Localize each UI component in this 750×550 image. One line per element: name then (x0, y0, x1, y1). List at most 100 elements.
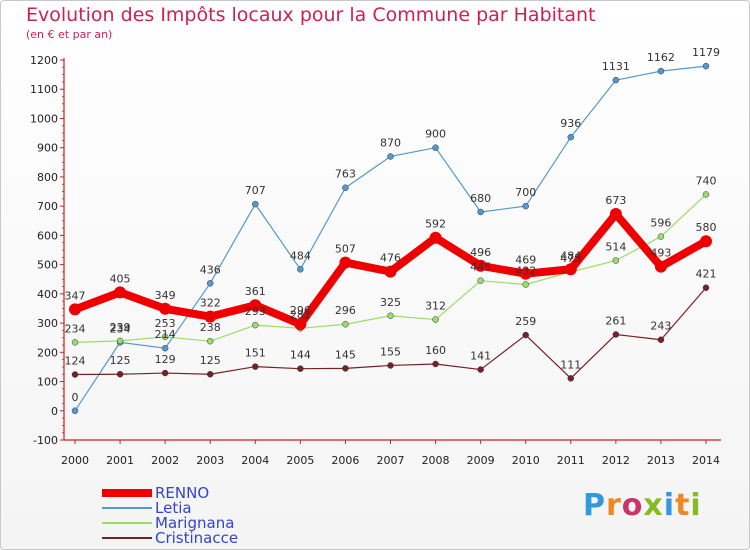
y-tick-label: 200 (37, 346, 58, 359)
data-point-renno (339, 256, 352, 269)
data-label-letia: 214 (155, 328, 176, 341)
data-point-renno (159, 302, 172, 315)
data-label-marignana: 325 (380, 296, 401, 309)
y-tick-label: 800 (37, 171, 58, 184)
data-label-renno: 507 (335, 243, 356, 256)
data-label-cristinacce: 141 (470, 350, 491, 363)
logo-letter: i (690, 488, 702, 523)
legend-label-renno: RENNO (155, 484, 209, 502)
data-label-letia: 763 (335, 168, 356, 181)
data-point-marignana (71, 339, 79, 346)
legend-label-letia: Letia (155, 499, 192, 517)
data-point-letia (297, 266, 304, 273)
data-point-cristinacce (612, 331, 620, 338)
data-point-letia (432, 144, 439, 151)
data-point-letia (657, 67, 665, 75)
x-tick-label: 2014 (692, 454, 720, 467)
data-point-marignana (477, 277, 484, 284)
y-tick-label: 1100 (30, 83, 58, 96)
data-label-cristinacce: 151 (245, 347, 266, 360)
y-tick-label: 500 (37, 259, 58, 272)
x-tick-label: 2009 (467, 454, 495, 467)
data-label-cristinacce: 111 (560, 358, 581, 371)
data-point-marignana (522, 281, 529, 288)
data-point-marignana (432, 316, 439, 323)
x-tick-label: 2008 (422, 454, 450, 467)
y-tick-label: 300 (37, 317, 58, 330)
data-point-renno (474, 259, 487, 272)
data-label-cristinacce: 125 (200, 354, 221, 367)
x-tick-label: 2013 (647, 454, 675, 467)
y-tick-label: 600 (37, 229, 58, 242)
data-point-letia (387, 153, 394, 160)
data-point-letia (567, 133, 575, 141)
data-label-cristinacce: 144 (290, 349, 311, 362)
data-point-marignana (206, 337, 214, 345)
x-tick-label: 2010 (512, 454, 540, 467)
data-point-renno (249, 299, 262, 312)
data-label-cristinacce: 259 (515, 315, 536, 328)
data-label-letia: 0 (72, 391, 79, 404)
data-label-letia: 436 (200, 263, 221, 276)
data-point-cristinacce (71, 371, 79, 378)
data-point-cristinacce (432, 360, 439, 368)
data-label-letia: 1162 (647, 51, 675, 64)
data-point-marignana (161, 333, 169, 341)
data-label-cristinacce: 129 (155, 353, 176, 366)
data-point-renno (609, 208, 622, 221)
logo-letter: o (621, 488, 644, 523)
data-label-letia: 700 (515, 186, 536, 199)
data-label-renno: 484 (560, 249, 581, 262)
data-label-letia: 870 (380, 136, 401, 149)
data-point-cristinacce (477, 366, 484, 373)
x-tick-label: 2001 (106, 454, 134, 467)
y-tick-label: 100 (37, 376, 58, 389)
data-point-marignana (116, 337, 124, 345)
data-label-cristinacce: 145 (335, 348, 356, 361)
data-label-cristinacce: 155 (380, 345, 401, 358)
x-tick-label: 2012 (602, 454, 630, 467)
data-label-marignana: 238 (200, 321, 221, 334)
data-label-marignana: 293 (245, 305, 266, 318)
data-point-cristinacce (116, 370, 124, 378)
data-point-renno (429, 231, 442, 244)
data-point-renno (654, 260, 667, 273)
data-label-letia: 900 (425, 128, 446, 141)
data-point-cristinacce (702, 284, 710, 291)
y-tick-label: 400 (37, 288, 58, 301)
logo-letter: t (675, 488, 691, 523)
data-point-letia (71, 407, 79, 415)
data-point-renno (384, 265, 397, 278)
data-label-renno: 322 (200, 297, 221, 310)
data-label-marignana: 514 (605, 241, 626, 254)
x-tick-label: 2002 (151, 454, 179, 467)
data-label-letia: 680 (470, 192, 491, 205)
data-label-letia: 707 (245, 184, 266, 197)
data-point-renno (700, 235, 712, 248)
data-point-letia (342, 184, 349, 191)
logo-letter: x (643, 488, 664, 523)
proxiti-logo: Proxiti (583, 488, 702, 523)
data-point-letia (522, 202, 529, 210)
data-point-cristinacce (387, 362, 394, 369)
data-point-marignana (612, 257, 620, 264)
chart-title: Evolution des Impôts locaux pour la Comm… (26, 4, 596, 26)
y-tick-label: 0 (51, 405, 58, 418)
data-label-renno: 493 (650, 247, 671, 260)
logo-letter: i (663, 488, 676, 523)
data-point-renno (69, 303, 81, 316)
data-label-renno: 347 (65, 289, 86, 302)
data-point-renno (114, 286, 127, 299)
logo-letter: P (583, 488, 606, 523)
data-label-letia: 1131 (602, 60, 630, 73)
data-label-marignana: 253 (155, 317, 176, 330)
x-tick-label: 2005 (286, 454, 314, 467)
data-point-letia (702, 62, 710, 70)
data-label-marignana: 740 (696, 174, 717, 187)
data-point-cristinacce (522, 331, 529, 339)
data-label-letia: 484 (290, 249, 311, 262)
data-label-cristinacce: 243 (650, 320, 671, 333)
data-label-marignana: 445 (470, 261, 491, 274)
